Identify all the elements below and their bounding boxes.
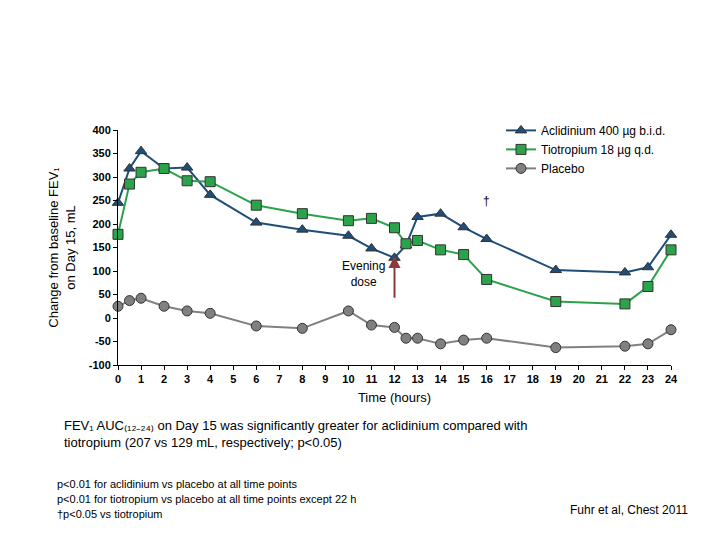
- svg-text:400: 400: [92, 124, 110, 136]
- svg-text:19: 19: [550, 373, 562, 385]
- svg-text:Eveningdose: Eveningdose: [342, 259, 385, 289]
- svg-text:22: 22: [619, 373, 631, 385]
- svg-text:21: 21: [596, 373, 608, 385]
- svg-text:9: 9: [322, 373, 328, 385]
- svg-text:23: 23: [642, 373, 654, 385]
- svg-text:24: 24: [665, 373, 678, 385]
- svg-text:Placebo: Placebo: [541, 162, 585, 176]
- svg-text:Fuhr et al, Chest 2011: Fuhr et al, Chest 2011: [570, 503, 688, 517]
- svg-text:100: 100: [92, 265, 110, 277]
- svg-text:10: 10: [342, 373, 354, 385]
- svg-text:Aclidinium 400 µg b.i.d.: Aclidinium 400 µg b.i.d.: [541, 124, 665, 138]
- svg-text:3: 3: [184, 373, 190, 385]
- svg-text:†p<0.05 vs tiotropium: †p<0.05 vs tiotropium: [57, 508, 162, 520]
- svg-text:16: 16: [481, 373, 493, 385]
- svg-text:8: 8: [299, 373, 305, 385]
- svg-text:200: 200: [92, 218, 110, 230]
- svg-text:4: 4: [207, 373, 214, 385]
- svg-text:13: 13: [411, 373, 423, 385]
- svg-text:150: 150: [92, 241, 110, 253]
- svg-text:50: 50: [99, 288, 111, 300]
- svg-text:5: 5: [230, 373, 236, 385]
- svg-text:20: 20: [573, 373, 585, 385]
- svg-text:Change from baseline FEV₁on Da: Change from baseline FEV₁on Day 15, mL: [46, 167, 78, 328]
- svg-text:15: 15: [458, 373, 470, 385]
- svg-text:0: 0: [105, 312, 111, 324]
- svg-text:6: 6: [253, 373, 259, 385]
- svg-text:350: 350: [92, 147, 110, 159]
- svg-text:0: 0: [115, 373, 121, 385]
- svg-text:Tiotropium 18 µg q.d.: Tiotropium 18 µg q.d.: [541, 143, 654, 157]
- svg-text:14: 14: [434, 373, 447, 385]
- svg-text:p<0.01 for tiotropium vs place: p<0.01 for tiotropium vs placebo at all …: [57, 493, 356, 505]
- svg-text:11: 11: [366, 373, 378, 385]
- svg-text:250: 250: [92, 194, 110, 206]
- svg-text:7: 7: [276, 373, 282, 385]
- svg-text:Time (hours): Time (hours): [358, 390, 431, 405]
- svg-text:12: 12: [388, 373, 400, 385]
- svg-text:†: †: [483, 194, 490, 208]
- svg-text:-100: -100: [89, 359, 111, 371]
- svg-text:-50: -50: [95, 335, 111, 347]
- svg-text:1: 1: [138, 373, 144, 385]
- svg-text:300: 300: [92, 171, 110, 183]
- svg-text:18: 18: [527, 373, 539, 385]
- svg-text:17: 17: [504, 373, 516, 385]
- svg-text:p<0.01 for aclidinium vs place: p<0.01 for aclidinium vs placebo at all …: [57, 478, 297, 490]
- svg-text:2: 2: [161, 373, 167, 385]
- svg-text:FEV₁ AUC₍₁₂₋₂₄₎ on Day 15 was: FEV₁ AUC₍₁₂₋₂₄₎ on Day 15 was significan…: [64, 418, 527, 450]
